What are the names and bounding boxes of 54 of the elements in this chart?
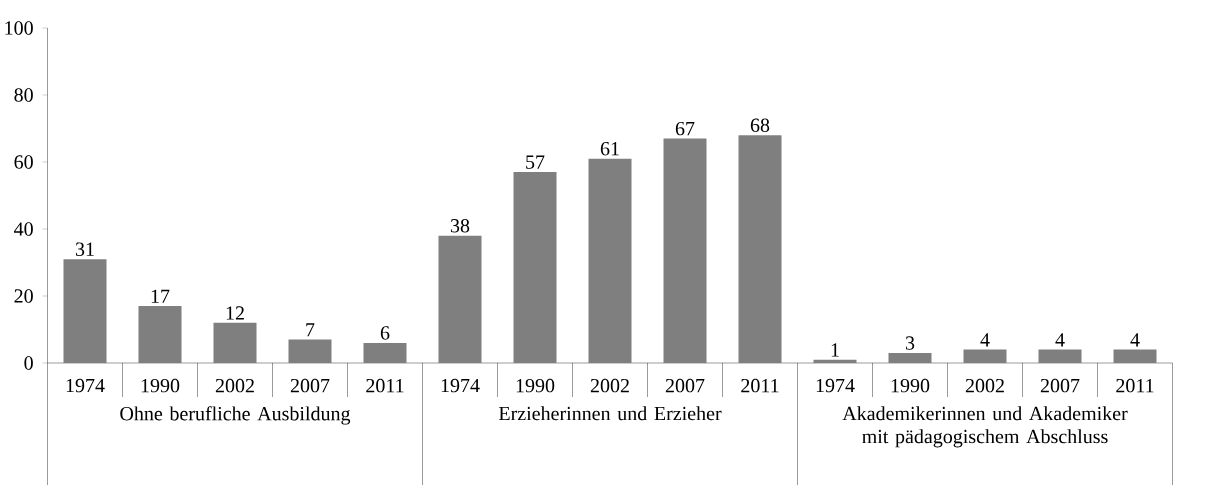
data-label: 17	[151, 289, 170, 303]
bar	[588, 158, 632, 363]
bar	[513, 172, 557, 363]
y-tick-label: 60	[14, 155, 33, 169]
data-label: 7	[306, 323, 315, 337]
x-tick-label: 1990	[891, 378, 930, 393]
x-tick-label: 1974	[66, 378, 105, 393]
bar	[438, 235, 482, 363]
bar	[1113, 349, 1157, 363]
x-tick-label: 2007	[290, 378, 330, 393]
data-label: 1	[831, 343, 839, 357]
text: Ohne berufliche Ausbildung	[120, 406, 351, 425]
x-tick-label: 2011	[1116, 378, 1154, 393]
data-label: 4	[1130, 333, 1140, 347]
y-tick-label: 40	[14, 222, 33, 236]
y-tick-label: 0	[24, 356, 33, 370]
bar	[663, 138, 707, 363]
x-tick-label: 2002	[965, 378, 1004, 393]
y-tick-label: 100	[5, 21, 33, 35]
data-label: 67	[675, 121, 695, 136]
bar	[63, 259, 107, 363]
data-label: 68	[750, 118, 770, 133]
y-tick-label: 20	[14, 289, 33, 303]
x-tick-label: 1974	[441, 378, 480, 393]
x-tick-label: 2002	[590, 378, 629, 393]
bar	[213, 322, 257, 363]
bar	[963, 349, 1007, 363]
data-label: 4	[1055, 333, 1065, 347]
x-tick-label: 2002	[215, 378, 254, 393]
x-tick-label: 2007	[665, 378, 705, 393]
data-label: 12	[226, 306, 244, 320]
x-tick-label: 1990	[141, 378, 180, 393]
text: Erzieherinnen und Erzieher	[498, 406, 722, 421]
data-label: 6	[380, 326, 390, 340]
x-tick-label: 2011	[366, 378, 404, 393]
bar	[1038, 349, 1082, 363]
data-label: 31	[75, 242, 94, 256]
x-tick-label: 1990	[516, 378, 555, 393]
x-tick-label: 2007	[1040, 378, 1080, 393]
bar	[888, 352, 932, 363]
y-tick-label: 80	[14, 88, 33, 102]
text: Akademikerinnen und Akademiker mit pädagogischem Abschluss	[842, 406, 1128, 448]
x-tick-label: 2011	[741, 378, 779, 393]
data-label: 4	[980, 333, 990, 347]
bar	[813, 359, 857, 363]
bar	[363, 342, 407, 363]
bar	[288, 339, 332, 363]
bar	[738, 135, 782, 363]
bar	[138, 306, 182, 363]
data-label: 38	[450, 219, 470, 233]
data-label: 57	[526, 155, 545, 169]
data-label: 3	[905, 336, 915, 350]
data-label: 61	[600, 142, 619, 156]
x-tick-label: 1974	[816, 378, 855, 393]
